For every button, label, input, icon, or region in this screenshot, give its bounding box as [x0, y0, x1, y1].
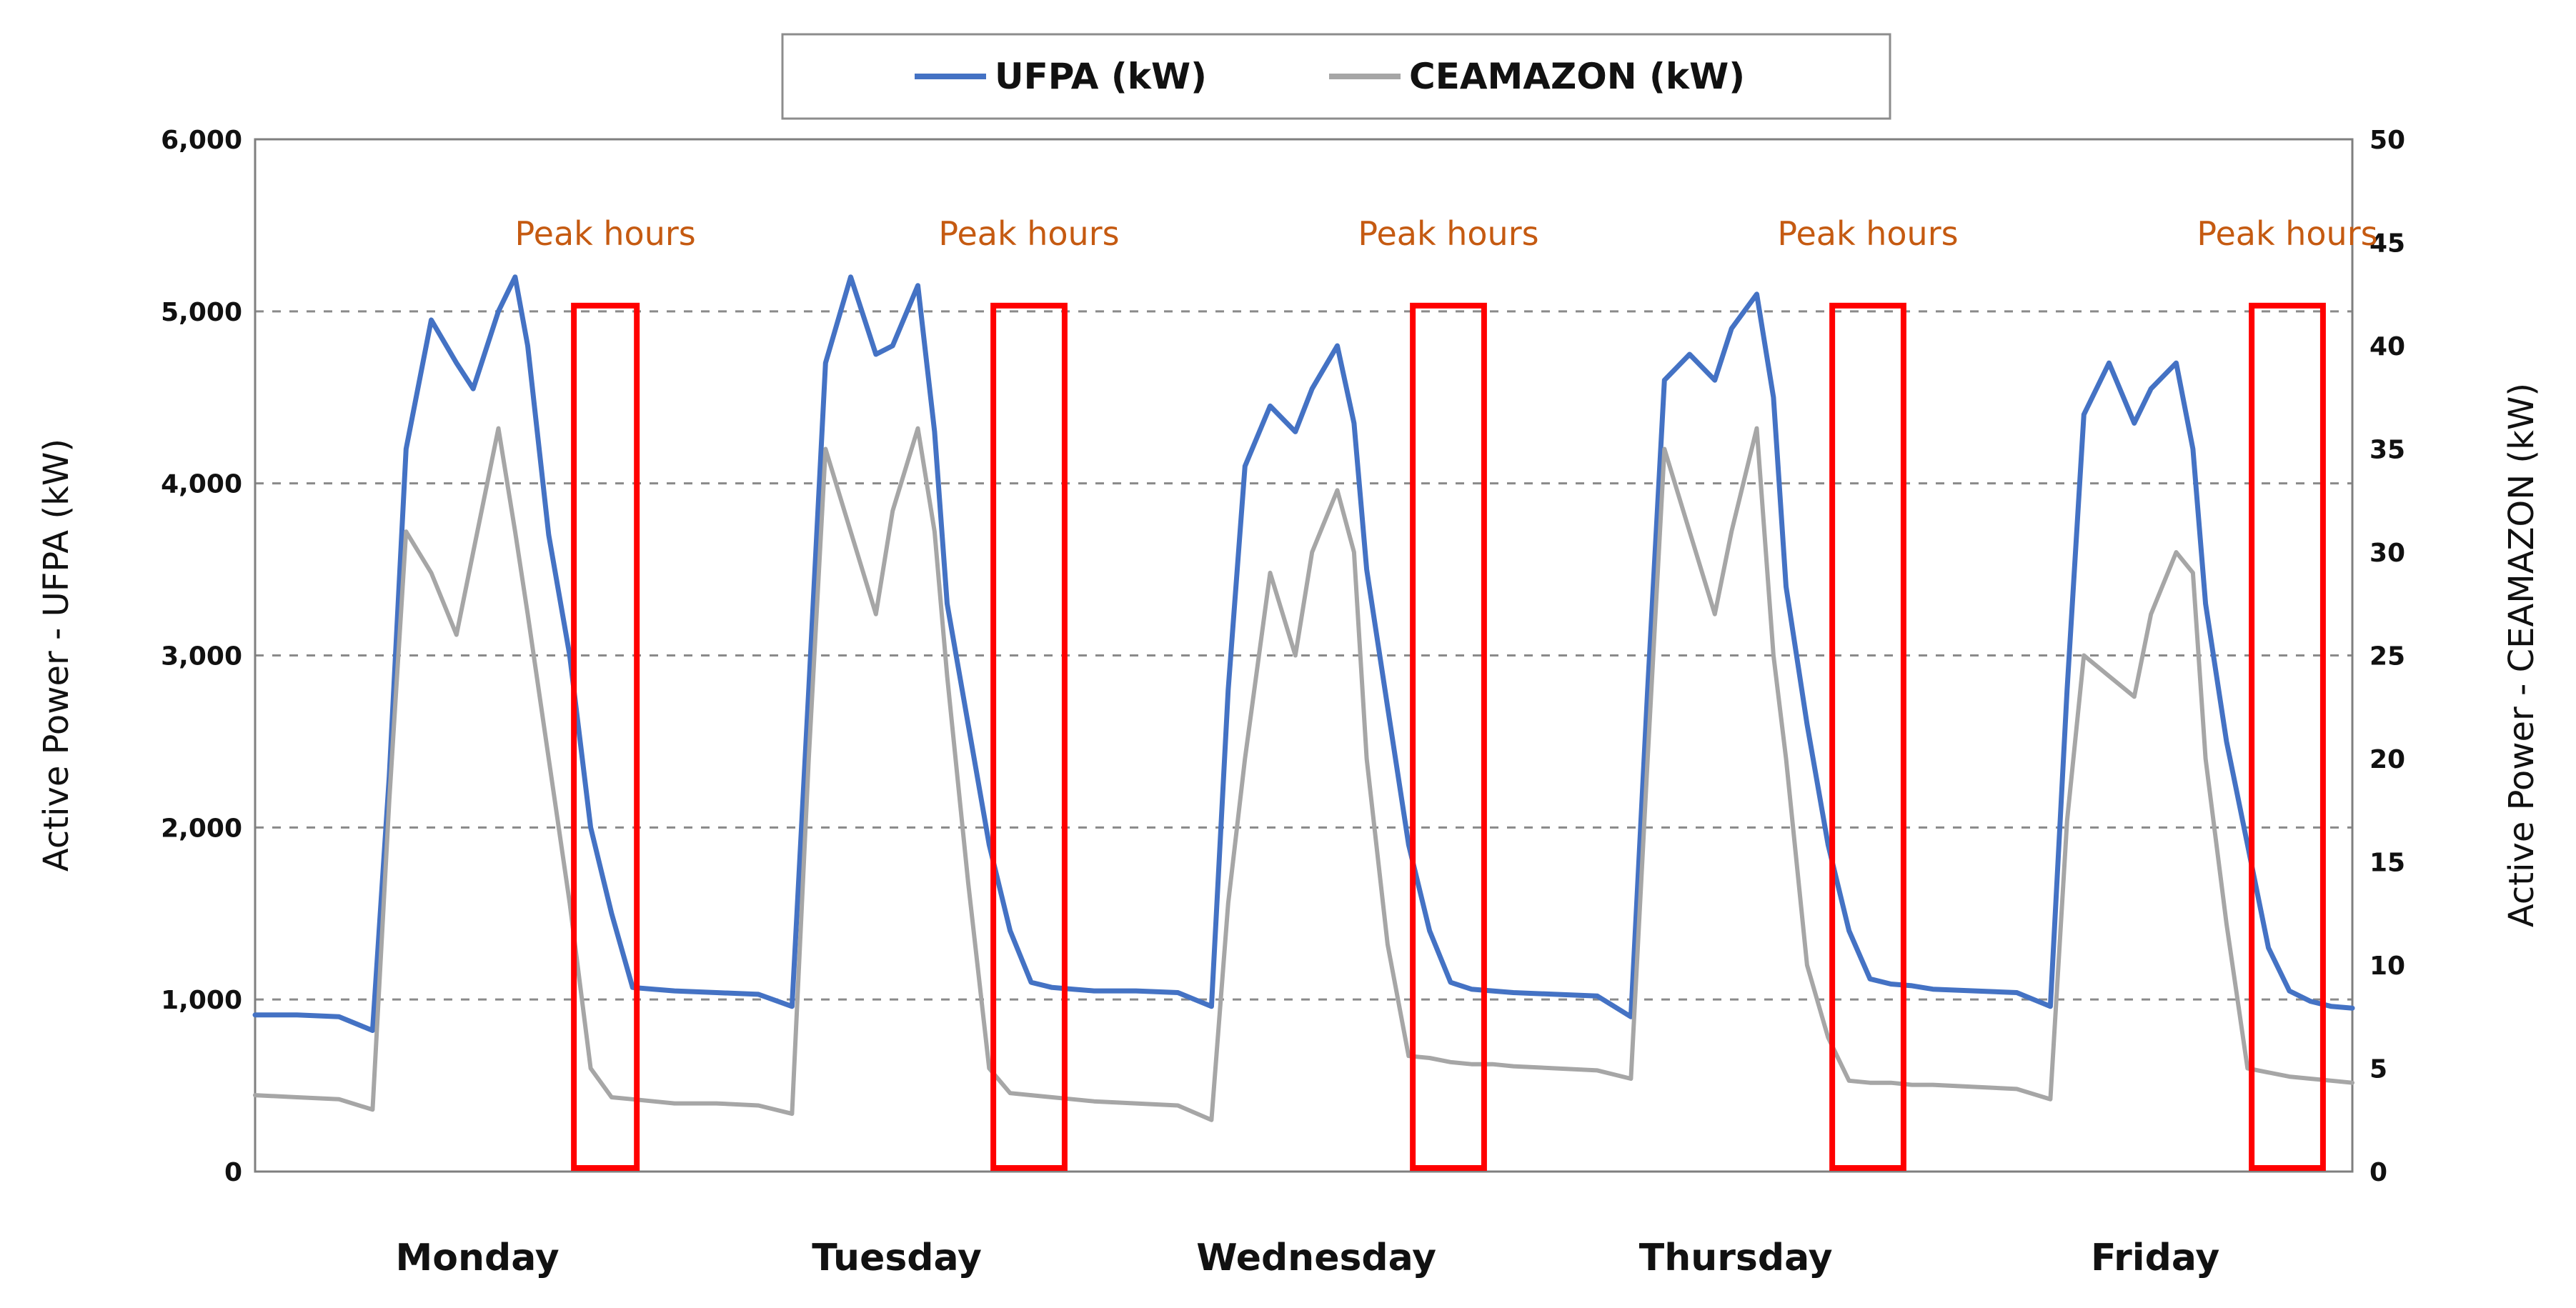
plot-area-frame	[254, 138, 2354, 1173]
peak-hours-label: Peak hours	[938, 214, 1119, 253]
right-tick-label: 20	[2369, 745, 2405, 774]
left-tick-label: 4,000	[161, 470, 242, 499]
right-tick-label: 5	[2369, 1055, 2387, 1084]
peak-hour-annotations: Peak hours Peak hours Peak hours Peak hours…	[515, 214, 2378, 1171]
day-label-monday: Monday	[396, 1237, 560, 1279]
peak-hours-box	[571, 302, 640, 1171]
series-line-ufpa	[252, 274, 2355, 1033]
day-labels: Monday Tuesday Wednesday Thursday Friday	[396, 1237, 2220, 1279]
series-line-ceamazon	[253, 426, 2354, 1122]
left-tick-label: 5,000	[161, 298, 242, 327]
peak-hours-box	[990, 302, 1068, 1171]
peak-hours-label: Peak hours	[2197, 214, 2377, 253]
left-axis-ticks: 0 1,000 2,000 3,000 4,000 5,000 6,000	[161, 126, 242, 1187]
gridlines	[255, 310, 2352, 1001]
peak-hours-label: Peak hours	[515, 214, 696, 253]
right-tick-label: 15	[2369, 849, 2405, 878]
left-tick-label: 2,000	[161, 814, 242, 843]
right-tick-label: 45	[2369, 229, 2405, 259]
right-axis-ticks: 0 5 10 15 20 25 30 35 40 45 50	[2369, 126, 2405, 1187]
left-tick-label: 0	[224, 1158, 242, 1187]
right-tick-label: 30	[2369, 539, 2405, 568]
series-lines	[252, 274, 2355, 1122]
peak-hours-box	[1829, 302, 1906, 1171]
day-label-tuesday: Tuesday	[812, 1237, 982, 1279]
legend: UFPA (kW) CEAMAZON (kW)	[781, 33, 1891, 120]
right-tick-label: 50	[2369, 126, 2405, 155]
day-label-friday: Friday	[2091, 1237, 2219, 1279]
left-axis-label: Active Power - UFPA (kW)	[36, 439, 76, 872]
day-label-thursday: Thursday	[1639, 1237, 1833, 1279]
legend-label-ceamazon: CEAMAZON (kW)	[1409, 56, 1745, 97]
right-tick-label: 40	[2369, 332, 2405, 361]
peak-hours-label: Peak hours	[1777, 214, 1958, 253]
right-tick-label: 25	[2369, 642, 2405, 672]
left-tick-label: 1,000	[161, 986, 242, 1015]
peak-hours-box	[2249, 302, 2326, 1171]
legend-label-ufpa: UFPA (kW)	[995, 56, 1207, 97]
right-axis-label: Active Power - CEAMAZON (kW)	[2502, 383, 2542, 927]
right-tick-label: 10	[2369, 952, 2405, 981]
day-label-wednesday: Wednesday	[1196, 1237, 1436, 1279]
peak-hours-label: Peak hours	[1358, 214, 1538, 253]
peak-hours-box	[1410, 302, 1487, 1171]
right-tick-label: 35	[2369, 436, 2405, 465]
left-tick-label: 6,000	[161, 126, 242, 155]
right-tick-label: 0	[2369, 1158, 2387, 1187]
left-tick-label: 3,000	[161, 642, 242, 672]
